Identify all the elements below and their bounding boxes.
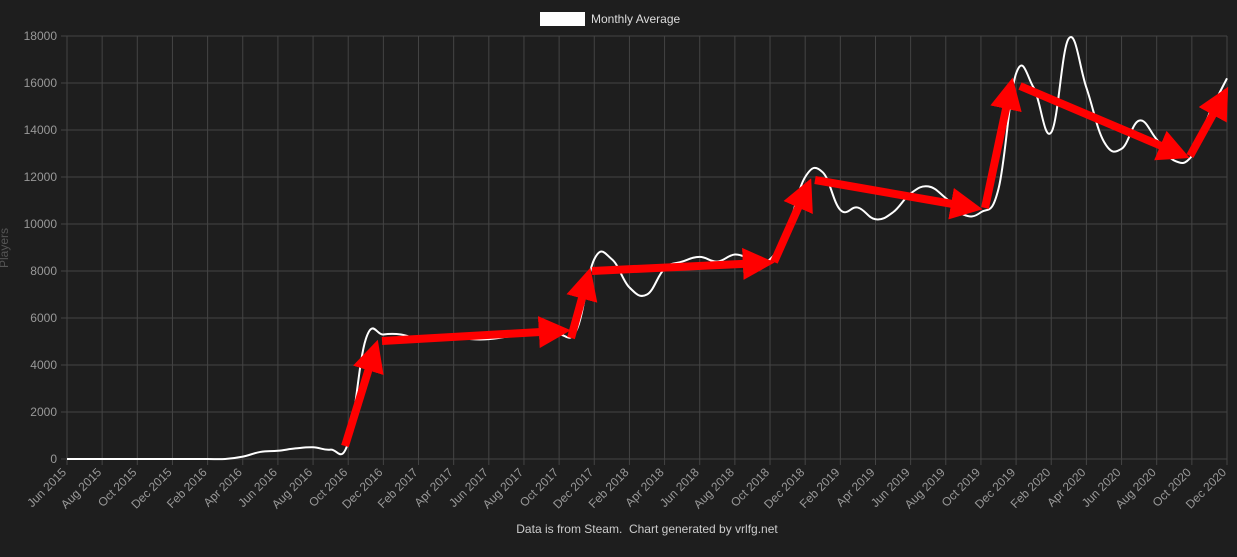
y-tick-label: 10000 — [24, 217, 58, 231]
y-axis-label: Players — [0, 228, 11, 268]
y-tick-label: 0 — [50, 452, 57, 466]
y-tick-label: 18000 — [24, 29, 58, 43]
y-tick-label: 6000 — [30, 311, 57, 325]
y-tick-label: 12000 — [24, 170, 58, 184]
legend-swatch — [540, 12, 585, 26]
y-tick-label: 14000 — [24, 123, 58, 137]
y-tick-label: 16000 — [24, 76, 58, 90]
y-tick-label: 4000 — [30, 358, 57, 372]
annotation-arrows — [341, 77, 1229, 448]
y-tick-label: 2000 — [30, 405, 57, 419]
footer: Data is from Steam. Chart generated by v… — [516, 522, 778, 536]
legend-label: Monthly Average — [591, 12, 680, 26]
y-tick-label: 8000 — [30, 264, 57, 278]
